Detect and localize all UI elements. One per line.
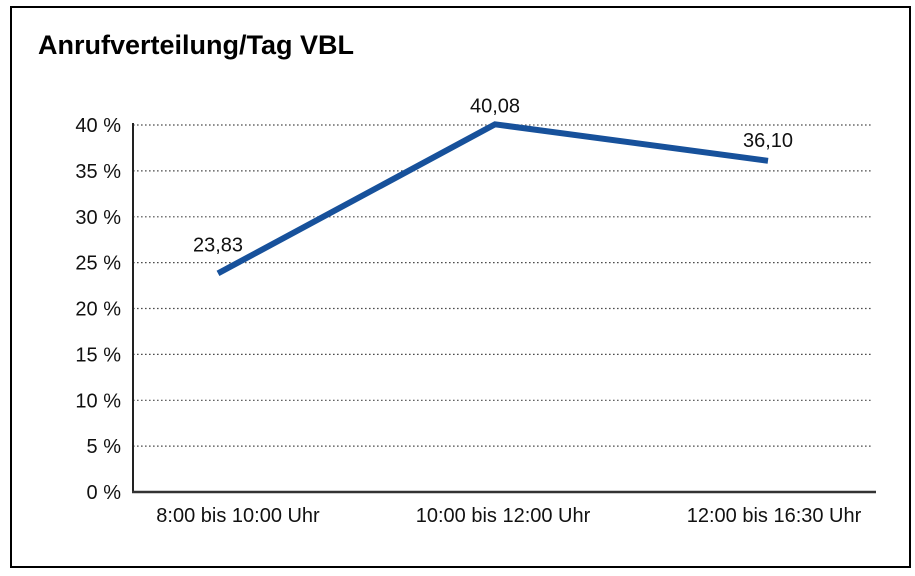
y-tick-label: 0 %: [87, 482, 122, 504]
x-category-label: 12:00 bis 16:30 Uhr: [687, 505, 862, 527]
axes: [132, 123, 876, 494]
y-tick-label: 25 %: [75, 253, 121, 275]
data-label: 36,10: [743, 130, 793, 152]
x-category-label: 10:00 bis 12:00 Uhr: [416, 505, 591, 527]
y-tick-label: 20 %: [75, 299, 121, 321]
gridlines: [133, 124, 873, 447]
y-axis-tick-labels: 40 % 35 % 30 % 25 % 20 % 15 % 10 % 5 % 0 %: [75, 115, 121, 504]
x-category-label: 8:00 bis 10:00 Uhr: [156, 505, 320, 527]
data-point-labels: 23,83 40,08 36,10: [193, 95, 793, 256]
chart-frame: [10, 6, 911, 568]
data-series: [216, 121, 769, 277]
chart-title: Anrufverteilung/Tag VBL: [38, 30, 355, 60]
y-tick-label: 10 %: [75, 390, 121, 412]
y-tick-label: 5 %: [87, 436, 122, 458]
y-tick-label: 15 %: [75, 344, 121, 366]
x-axis-category-labels: 8:00 bis 10:00 Uhr 10:00 bis 12:00 Uhr 12:…: [156, 505, 861, 527]
y-tick-label: 40 %: [75, 115, 121, 137]
y-tick-label: 35 %: [75, 161, 121, 183]
series-line: [216, 121, 769, 277]
y-tick-label: 30 %: [75, 207, 121, 229]
data-label: 40,08: [470, 95, 520, 117]
data-label: 23,83: [193, 234, 243, 256]
